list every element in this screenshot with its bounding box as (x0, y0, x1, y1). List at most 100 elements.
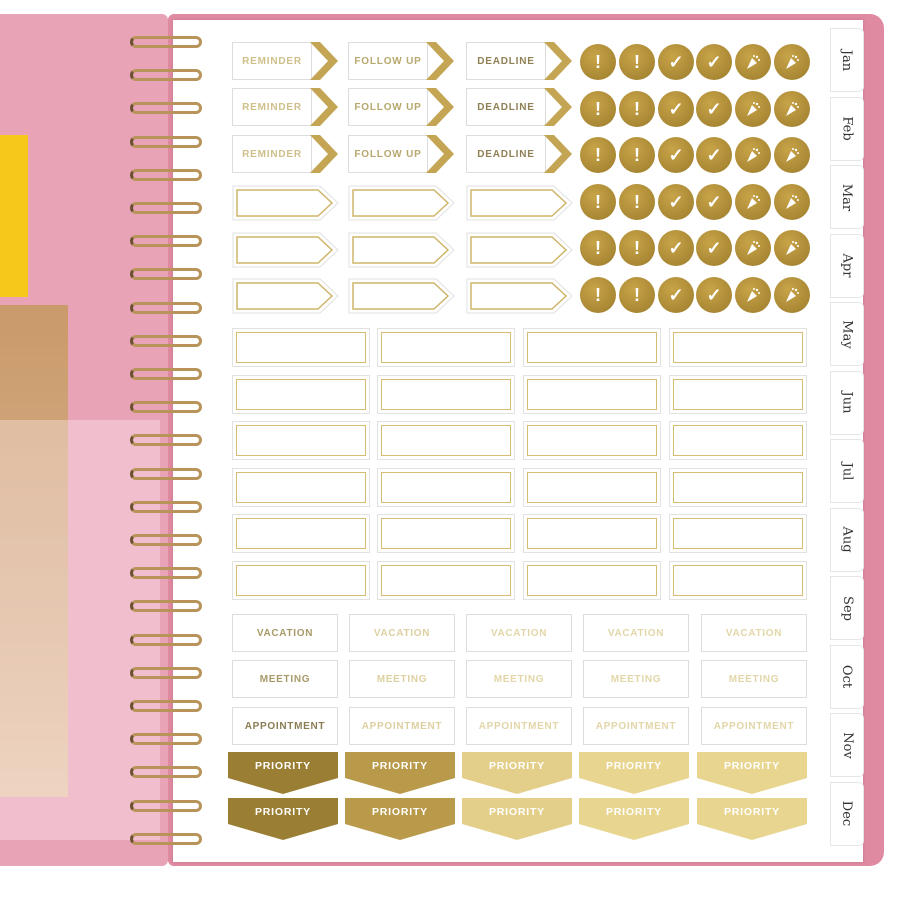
blank-label-sticker (377, 561, 515, 600)
priority-sticker: PRIORITY (228, 752, 338, 796)
check-icon: ✓ (658, 137, 694, 173)
party-popper-icon (774, 91, 810, 127)
spiral-ring (130, 832, 202, 845)
blank-label-frame (236, 332, 366, 363)
blank-label-frame (381, 425, 511, 456)
arrow-sticker-label: DEADLINE (466, 42, 546, 80)
blank-label-frame (673, 472, 803, 503)
word-sticker-meeting: MEETING (466, 660, 572, 698)
exclamation-icon: ! (580, 184, 616, 220)
spiral-ring (130, 334, 202, 347)
blank-label-sticker (377, 328, 515, 367)
arrow-sticker: FOLLOW UP (348, 42, 460, 80)
check-icon: ✓ (658, 277, 694, 313)
blank-label-frame (527, 518, 657, 549)
blank-label-sticker (232, 561, 370, 600)
check-icon: ✓ (696, 230, 732, 266)
spiral-ring (130, 733, 202, 746)
arrow-sticker-label: FOLLOW UP (348, 88, 428, 126)
arrow-sticker: REMINDER (232, 135, 344, 173)
priority-sticker: PRIORITY (697, 752, 807, 796)
check-icon: ✓ (696, 44, 732, 80)
word-sticker-vacation: VACATION (349, 614, 455, 652)
tab-jun[interactable]: Jun (830, 370, 864, 435)
blank-label-sticker (669, 328, 807, 367)
priority-sticker: PRIORITY (579, 752, 689, 796)
spiral-ring (130, 368, 202, 380)
yellow-sticky-tab (0, 135, 28, 297)
blank-arrow-sticker (348, 278, 455, 314)
exclamation-icon: ! (580, 91, 616, 127)
tab-mar[interactable]: Mar (830, 165, 864, 229)
check-icon: ✓ (696, 137, 732, 173)
priority-sticker: PRIORITY (345, 798, 455, 842)
blank-label-sticker (232, 375, 370, 414)
tab-dec[interactable]: Dec (830, 781, 864, 846)
exclamation-icon: ! (580, 230, 616, 266)
word-sticker-vacation: VACATION (583, 614, 689, 652)
tab-sep[interactable]: Sep (830, 576, 864, 640)
party-popper-icon (774, 230, 810, 266)
tab-feb[interactable]: Feb (830, 96, 864, 161)
spiral-ring (130, 135, 202, 148)
spiral-ring (130, 168, 202, 181)
tab-jan[interactable]: Jan (830, 28, 864, 92)
chevron-icon (544, 42, 572, 80)
blank-label-sticker (377, 375, 515, 414)
exclamation-icon: ! (619, 277, 655, 313)
priority-label: PRIORITY (606, 760, 662, 772)
arrow-sticker-label: REMINDER (232, 135, 312, 173)
tab-nov[interactable]: Nov (830, 713, 864, 777)
blank-label-sticker (669, 514, 807, 553)
blank-label-frame (673, 518, 803, 549)
party-popper-icon (735, 230, 771, 266)
blank-label-frame (527, 332, 657, 363)
chevron-icon (426, 88, 454, 126)
blank-label-frame (236, 472, 366, 503)
blank-label-sticker (669, 421, 807, 460)
spiral-ring (130, 766, 202, 779)
tab-aug[interactable]: Aug (830, 507, 864, 572)
tab-label: Apr (839, 253, 855, 278)
blank-label-frame (673, 425, 803, 456)
blank-label-frame (527, 425, 657, 456)
spiral-ring (130, 434, 202, 447)
tab-label: May (839, 319, 855, 349)
priority-label: PRIORITY (255, 806, 311, 818)
arrow-sticker-label: REMINDER (232, 88, 312, 126)
blank-label-sticker (669, 561, 807, 600)
chevron-icon (426, 135, 454, 173)
party-popper-icon (735, 91, 771, 127)
word-sticker-vacation: VACATION (232, 614, 338, 652)
blank-label-frame (527, 472, 657, 503)
spiral-ring (130, 401, 202, 414)
tab-oct[interactable]: Oct (830, 644, 864, 709)
spiral-ring (130, 268, 202, 281)
chevron-icon (310, 135, 338, 173)
tab-may[interactable]: May (830, 302, 864, 366)
priority-sticker: PRIORITY (462, 752, 572, 796)
tab-jul[interactable]: Jul (830, 439, 864, 503)
blank-arrow-sticker (232, 278, 339, 314)
spiral-ring (130, 36, 202, 48)
blank-label-frame (673, 379, 803, 410)
arrow-sticker-label: FOLLOW UP (348, 42, 428, 80)
tab-apr[interactable]: Apr (830, 233, 864, 298)
arrow-sticker: DEADLINE (466, 135, 578, 173)
arrow-sticker: DEADLINE (466, 88, 578, 126)
tab-label: Mar (839, 183, 855, 211)
chevron-icon (426, 42, 454, 80)
spiral-ring (130, 202, 202, 214)
tab-label: Feb (839, 116, 855, 141)
word-sticker-meeting: MEETING (349, 660, 455, 698)
blank-label-frame (673, 565, 803, 596)
blank-label-sticker (232, 421, 370, 460)
tab-label: Dec (839, 800, 855, 827)
party-popper-icon (774, 277, 810, 313)
blank-arrow-sticker (466, 232, 573, 268)
spiral-ring (130, 600, 202, 613)
spiral-ring (130, 633, 202, 646)
blank-arrow-sticker (348, 232, 455, 268)
blank-label-sticker (523, 561, 661, 600)
blank-label-frame (381, 565, 511, 596)
